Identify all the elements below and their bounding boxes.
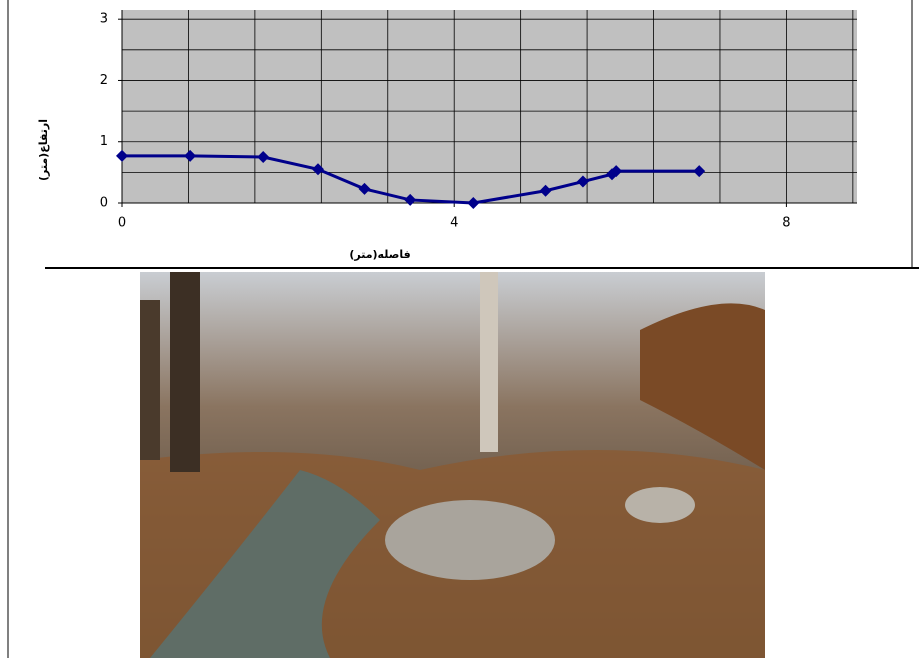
data-point xyxy=(467,197,480,209)
x-axis-title: فاصله(متر) xyxy=(349,248,410,261)
data-point xyxy=(312,163,324,176)
y-tick-label: 2 xyxy=(100,73,108,88)
y-tick-label: 3 xyxy=(100,12,108,27)
data-point xyxy=(184,149,197,162)
data-point xyxy=(693,165,706,178)
data-point xyxy=(610,165,623,178)
data-point xyxy=(404,193,417,206)
x-tick-label: 8 xyxy=(782,216,790,231)
y-axis-title: ارتفاع(متر) xyxy=(37,119,50,181)
photo xyxy=(140,272,765,658)
data-point xyxy=(358,182,371,195)
x-tick-label: 4 xyxy=(450,216,458,231)
plot-area xyxy=(122,10,857,203)
data-point xyxy=(576,175,589,188)
chart: فاصله(متر) ارتفاع(متر) 0 1 2 3 0 4 8 xyxy=(37,10,857,261)
y-tick-label: 1 xyxy=(100,134,108,149)
data-point xyxy=(116,149,128,162)
data-point xyxy=(257,151,270,164)
x-tick-label: 0 xyxy=(118,216,126,231)
data-point xyxy=(539,184,552,197)
y-tick-label: 0 xyxy=(100,196,108,211)
